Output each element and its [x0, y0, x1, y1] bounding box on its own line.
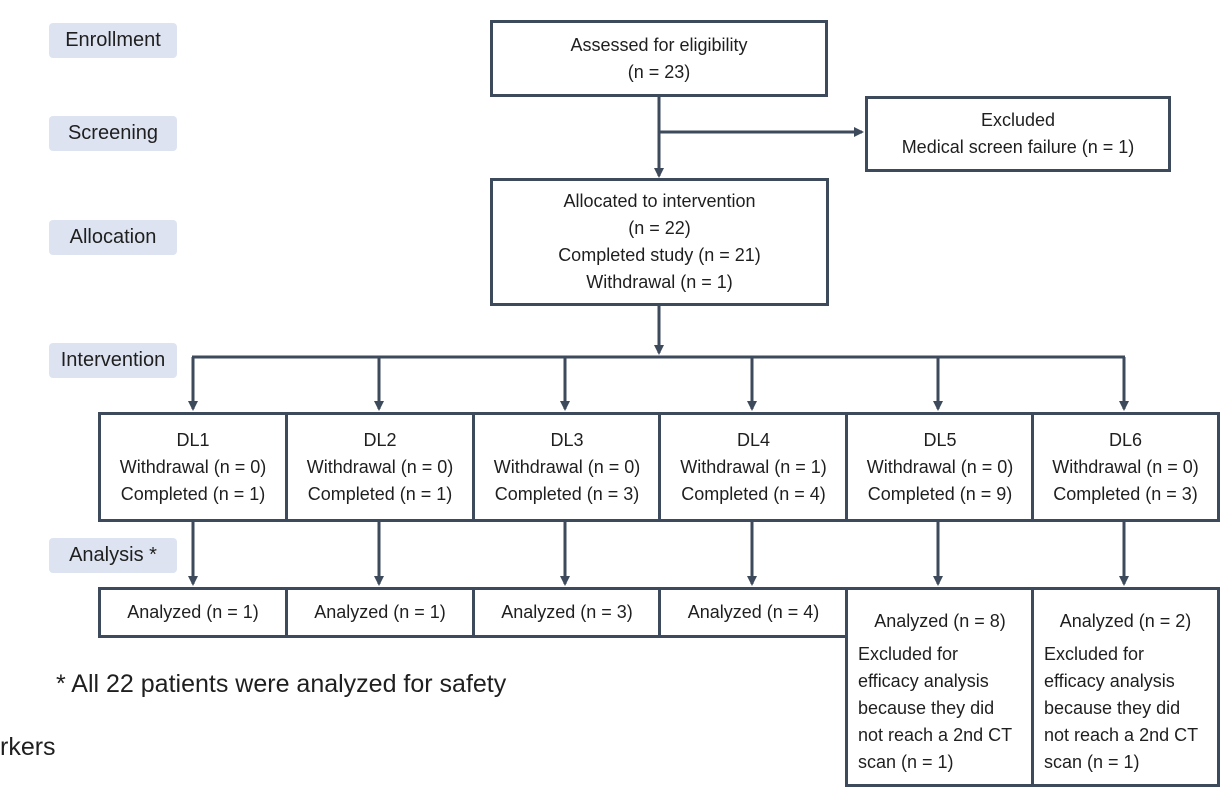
dl5-box: DL5 Withdrawal (n = 0) Completed (n = 9) [845, 412, 1035, 522]
dl3-name: DL3 [550, 429, 584, 450]
dl4-withdrawal: Withdrawal (n = 1) [680, 456, 827, 477]
dl2-name: DL2 [363, 429, 397, 450]
excluded-reason: Medical screen failure (n = 1) [901, 137, 1135, 157]
dl1-analyzed: Analyzed (n = 1) [127, 602, 259, 622]
allocated-box: Allocated to intervention (n = 22) Compl… [490, 178, 829, 306]
dl5-withdrawal: Withdrawal (n = 0) [866, 456, 1014, 477]
dl3-analyzed: Analyzed (n = 3) [501, 602, 633, 622]
assessed-title: Assessed for eligibility [570, 34, 748, 55]
allocated-title: Allocated to intervention [563, 191, 756, 211]
dl6-withdrawal: Withdrawal (n = 0) [1052, 456, 1199, 477]
allocated-completed: Completed study (n = 21) [558, 245, 761, 265]
dl6-excluded-note: Excluded for efficacy analysis because t… [1044, 644, 1198, 772]
dl3-analyzed-box: Analyzed (n = 3) [472, 587, 662, 638]
dl5-excluded-note: Excluded for efficacy analysis because t… [858, 644, 1012, 772]
dl3-withdrawal: Withdrawal (n = 0) [493, 456, 641, 477]
stage-allocation: Allocation [49, 220, 177, 255]
dl4-analyzed-box: Analyzed (n = 4) [658, 587, 849, 638]
dl4-analyzed: Analyzed (n = 4) [687, 602, 820, 622]
dl1-completed: Completed (n = 1) [120, 483, 266, 504]
stage-intervention: Intervention [49, 343, 177, 378]
dl6-analyzed-box: Analyzed (n = 2) Excluded for efficacy a… [1031, 587, 1220, 787]
dl5-name: DL5 [923, 429, 957, 450]
excluded-box: Excluded Medical screen failure (n = 1) [865, 96, 1171, 172]
excluded-title: Excluded [980, 110, 1056, 130]
dl4-name: DL4 [736, 429, 771, 450]
dl2-analyzed-box: Analyzed (n = 1) [285, 587, 475, 638]
dl1-name: DL1 [176, 429, 210, 450]
dl1-withdrawal: Withdrawal (n = 0) [119, 456, 267, 477]
dl5-completed: Completed (n = 9) [867, 483, 1013, 504]
dl3-box: DL3 Withdrawal (n = 0) Completed (n = 3) [472, 412, 662, 522]
dl5-analyzed-box: Analyzed (n = 8) Excluded for efficacy a… [845, 587, 1035, 787]
dl6-name: DL6 [1108, 429, 1143, 450]
dl1-box: DL1 Withdrawal (n = 0) Completed (n = 1) [98, 412, 288, 522]
dl2-box: DL2 Withdrawal (n = 0) Completed (n = 1) [285, 412, 475, 522]
dl6-completed: Completed (n = 3) [1053, 483, 1198, 504]
dl4-box: DL4 Withdrawal (n = 1) Completed (n = 4) [658, 412, 849, 522]
stage-analysis: Analysis * [49, 538, 177, 573]
dl4-completed: Completed (n = 4) [681, 483, 826, 504]
dl5-analyzed: Analyzed (n = 8) [874, 611, 1006, 631]
stage-enrollment: Enrollment [49, 23, 177, 58]
dl3-completed: Completed (n = 3) [494, 483, 640, 504]
allocated-withdrawal: Withdrawal (n = 1) [586, 272, 733, 292]
assessed-count: (n = 23) [627, 61, 691, 82]
dl6-box: DL6 Withdrawal (n = 0) Completed (n = 3) [1031, 412, 1220, 522]
cutoff-text: rkers [0, 733, 56, 761]
stage-screening: Screening [49, 116, 177, 151]
dl2-completed: Completed (n = 1) [307, 483, 453, 504]
dl1-analyzed-box: Analyzed (n = 1) [98, 587, 288, 638]
dl6-analyzed: Analyzed (n = 2) [1059, 611, 1192, 631]
safety-footnote: * All 22 patients were analyzed for safe… [56, 670, 507, 698]
dl2-analyzed: Analyzed (n = 1) [314, 602, 446, 622]
allocated-count: (n = 22) [628, 218, 691, 238]
assessed-box: Assessed for eligibility (n = 23) [490, 20, 828, 97]
dl2-withdrawal: Withdrawal (n = 0) [306, 456, 454, 477]
